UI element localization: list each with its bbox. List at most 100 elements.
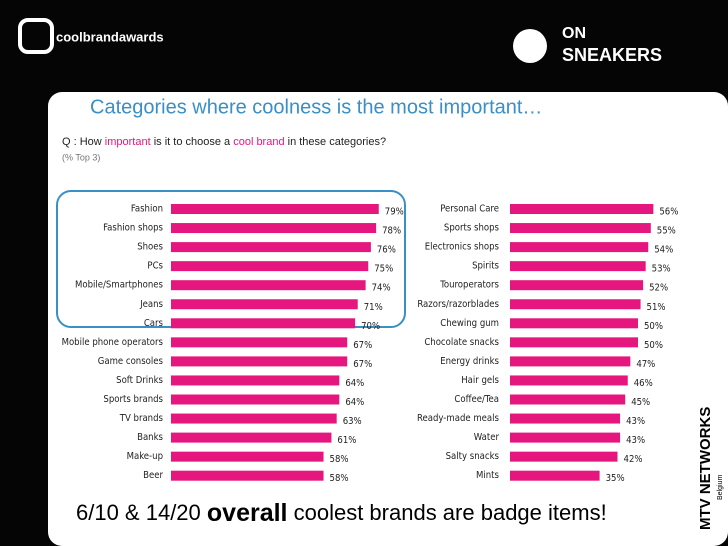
category-label: Jeans xyxy=(139,299,163,310)
bar xyxy=(171,432,332,443)
category-label: Fashion shops xyxy=(103,223,163,234)
bar xyxy=(510,337,638,348)
bar xyxy=(171,299,358,310)
value-label: 46% xyxy=(634,378,653,389)
bar xyxy=(510,204,654,214)
value-label: 55% xyxy=(657,226,676,237)
bar xyxy=(171,337,348,348)
bar xyxy=(171,413,337,424)
value-label: 64% xyxy=(345,397,364,408)
value-label: 71% xyxy=(364,302,383,313)
value-label: 43% xyxy=(626,416,645,427)
category-label: TV brands xyxy=(119,413,164,424)
category-label: Chocolate snacks xyxy=(424,337,499,348)
value-label: 70% xyxy=(361,321,380,332)
value-label: 63% xyxy=(343,416,362,427)
value-label: 74% xyxy=(372,283,391,294)
value-label: 43% xyxy=(626,435,645,446)
slide-title: Categories where coolness is the most im… xyxy=(90,96,542,118)
bar xyxy=(171,261,369,272)
value-label: 51% xyxy=(647,302,666,313)
footer-part: coolest brands are badge items! xyxy=(288,500,607,525)
bar xyxy=(171,356,348,367)
category-label: Personal Care xyxy=(440,204,499,215)
bar xyxy=(171,223,377,234)
category-label: Game consoles xyxy=(98,356,164,367)
bar xyxy=(510,451,618,462)
category-label: Soft Drinks xyxy=(116,375,163,386)
category-label: Electronics shops xyxy=(425,242,500,253)
logo-mark xyxy=(18,18,54,54)
category-label: Coffee/Tea xyxy=(454,394,499,405)
category-label: Cars xyxy=(144,318,164,329)
value-label: 67% xyxy=(353,340,372,351)
value-label: 64% xyxy=(345,378,364,389)
value-label: 54% xyxy=(654,245,673,256)
bar xyxy=(171,318,356,329)
value-label: 58% xyxy=(330,473,349,484)
bar xyxy=(510,223,651,234)
bar xyxy=(171,470,324,481)
category-label: Ready-made meals xyxy=(417,413,500,424)
question-part: in these categories? xyxy=(285,136,387,148)
value-label: 42% xyxy=(624,454,643,465)
question: Q : How important is it to choose a cool… xyxy=(62,136,386,148)
value-label: 75% xyxy=(374,264,393,275)
bar xyxy=(510,356,631,367)
value-label: 78% xyxy=(382,226,401,237)
value-label: 67% xyxy=(353,359,372,370)
bar xyxy=(171,394,340,405)
category-label: Mints xyxy=(476,470,500,481)
category-label: Mobile phone operators xyxy=(62,337,164,348)
category-label: Water xyxy=(474,432,500,443)
value-label: 53% xyxy=(652,264,671,275)
bar xyxy=(171,375,340,386)
logo-right-bottom: SNEAKERS xyxy=(562,45,662,65)
logo-left: coolbrandawards xyxy=(56,29,164,44)
footer: 6/10 & 14/20 overall coolest brands are … xyxy=(76,499,607,527)
category-label: Banks xyxy=(137,432,163,443)
category-label: Beer xyxy=(143,470,163,481)
value-label: 50% xyxy=(644,321,663,332)
category-label: Sports shops xyxy=(444,223,500,234)
bar xyxy=(171,451,324,462)
category-label: Salty snacks xyxy=(446,451,500,462)
category-label: Spirits xyxy=(472,261,499,272)
question-part: Q : How xyxy=(62,136,105,148)
category-label: Energy drinks xyxy=(440,356,499,367)
bar xyxy=(171,280,366,291)
value-label: 52% xyxy=(649,283,668,294)
value-label: 56% xyxy=(659,207,678,218)
bar xyxy=(510,413,621,424)
category-label: Mobile/Smartphones xyxy=(75,280,164,291)
category-label: Fashion xyxy=(131,204,163,215)
logo-bottom-sub: Belgium xyxy=(717,475,724,500)
bar xyxy=(171,242,371,253)
bar xyxy=(510,394,626,405)
value-label: 61% xyxy=(337,435,356,446)
footer-part: 6/10 & 14/20 xyxy=(76,500,207,525)
logo-badge xyxy=(513,29,547,63)
category-label: Hair gels xyxy=(461,375,499,386)
category-label: Touroperators xyxy=(439,280,499,291)
value-label: 76% xyxy=(377,245,396,256)
bar xyxy=(510,280,644,291)
logo-right-top: ON xyxy=(562,25,586,42)
category-label: Razors/razorblades xyxy=(417,299,499,310)
bar xyxy=(171,204,379,214)
value-label: 79% xyxy=(385,207,404,218)
bar xyxy=(510,242,649,253)
bar xyxy=(510,318,638,329)
question-part: important xyxy=(105,136,151,148)
logo-bottom: MTV NETWORKS xyxy=(697,407,714,530)
bar xyxy=(510,261,646,272)
footer-part: overall xyxy=(207,499,288,527)
category-label: Make-up xyxy=(127,451,163,462)
bar xyxy=(510,470,600,481)
value-label: 50% xyxy=(644,340,663,351)
category-label: Chewing gum xyxy=(440,318,499,329)
value-label: 35% xyxy=(606,473,625,484)
bar xyxy=(510,375,628,386)
note: (% Top 3) xyxy=(62,152,100,162)
